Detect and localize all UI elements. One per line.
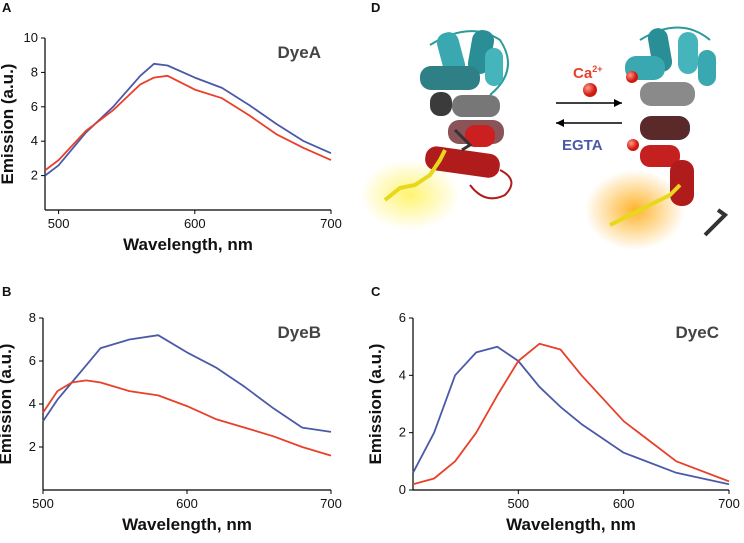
y-tick-label: 6 bbox=[399, 310, 406, 325]
chart-title: DyeA bbox=[278, 43, 321, 62]
x-tick-label: 700 bbox=[718, 496, 740, 511]
y-tick-label: 0 bbox=[399, 482, 406, 497]
x-axis-label: Wavelength, nm bbox=[506, 515, 636, 534]
x-tick-label: 600 bbox=[613, 496, 635, 511]
x-tick-label: 700 bbox=[320, 496, 342, 511]
line-series bbox=[42, 334, 332, 433]
line-series bbox=[44, 62, 332, 177]
protein-right bbox=[609, 26, 729, 237]
line-series bbox=[412, 345, 730, 486]
glow bbox=[360, 160, 460, 230]
calcium-ion bbox=[583, 83, 597, 97]
arrow-head bbox=[614, 99, 622, 107]
calcium-symbol: Ca bbox=[573, 65, 593, 82]
line-series bbox=[412, 342, 730, 486]
x-tick-label: 700 bbox=[320, 216, 342, 231]
glow bbox=[585, 170, 685, 250]
protein-left bbox=[383, 30, 513, 202]
y-tick-label: 4 bbox=[29, 396, 36, 411]
y-tick-label: 2 bbox=[29, 439, 36, 454]
y-axis-label: Emission (a.u.) bbox=[0, 344, 15, 465]
y-tick-label: 6 bbox=[29, 353, 36, 368]
line-series bbox=[42, 379, 332, 457]
y-tick-label: 8 bbox=[31, 64, 38, 79]
panel-label: A bbox=[2, 0, 12, 15]
chart-title: DyeC bbox=[676, 323, 719, 342]
y-tick-label: 4 bbox=[31, 133, 38, 148]
y-axis-label: Emission (a.u.) bbox=[366, 344, 385, 465]
y-tick-label: 4 bbox=[399, 367, 406, 382]
y-tick-label: 2 bbox=[399, 425, 406, 440]
y-tick-label: 6 bbox=[31, 99, 38, 114]
chart-title: DyeB bbox=[278, 323, 321, 342]
x-axis-label: Wavelength, nm bbox=[123, 235, 253, 254]
line-series bbox=[44, 74, 332, 172]
panel-label: D bbox=[371, 0, 380, 15]
panel-label: C bbox=[371, 284, 381, 299]
x-tick-label: 600 bbox=[184, 216, 206, 231]
y-tick-label: 2 bbox=[31, 168, 38, 183]
x-tick-label: 500 bbox=[48, 216, 70, 231]
panel-label: B bbox=[2, 284, 11, 299]
x-tick-label: 500 bbox=[32, 496, 54, 511]
y-tick-label: 8 bbox=[29, 310, 36, 325]
y-tick-label: 10 bbox=[24, 30, 38, 45]
x-tick-label: 600 bbox=[176, 496, 198, 511]
x-axis-label: Wavelength, nm bbox=[122, 515, 252, 534]
calcium-charge: 2+ bbox=[592, 64, 602, 74]
protein-diagram: D bbox=[360, 0, 729, 250]
x-tick-label: 500 bbox=[507, 496, 529, 511]
arrow-head bbox=[556, 119, 564, 127]
chelator-label: EGTA bbox=[562, 137, 603, 154]
calcium-label: Ca2+ bbox=[573, 64, 602, 82]
y-axis-label: Emission (a.u.) bbox=[0, 64, 17, 185]
